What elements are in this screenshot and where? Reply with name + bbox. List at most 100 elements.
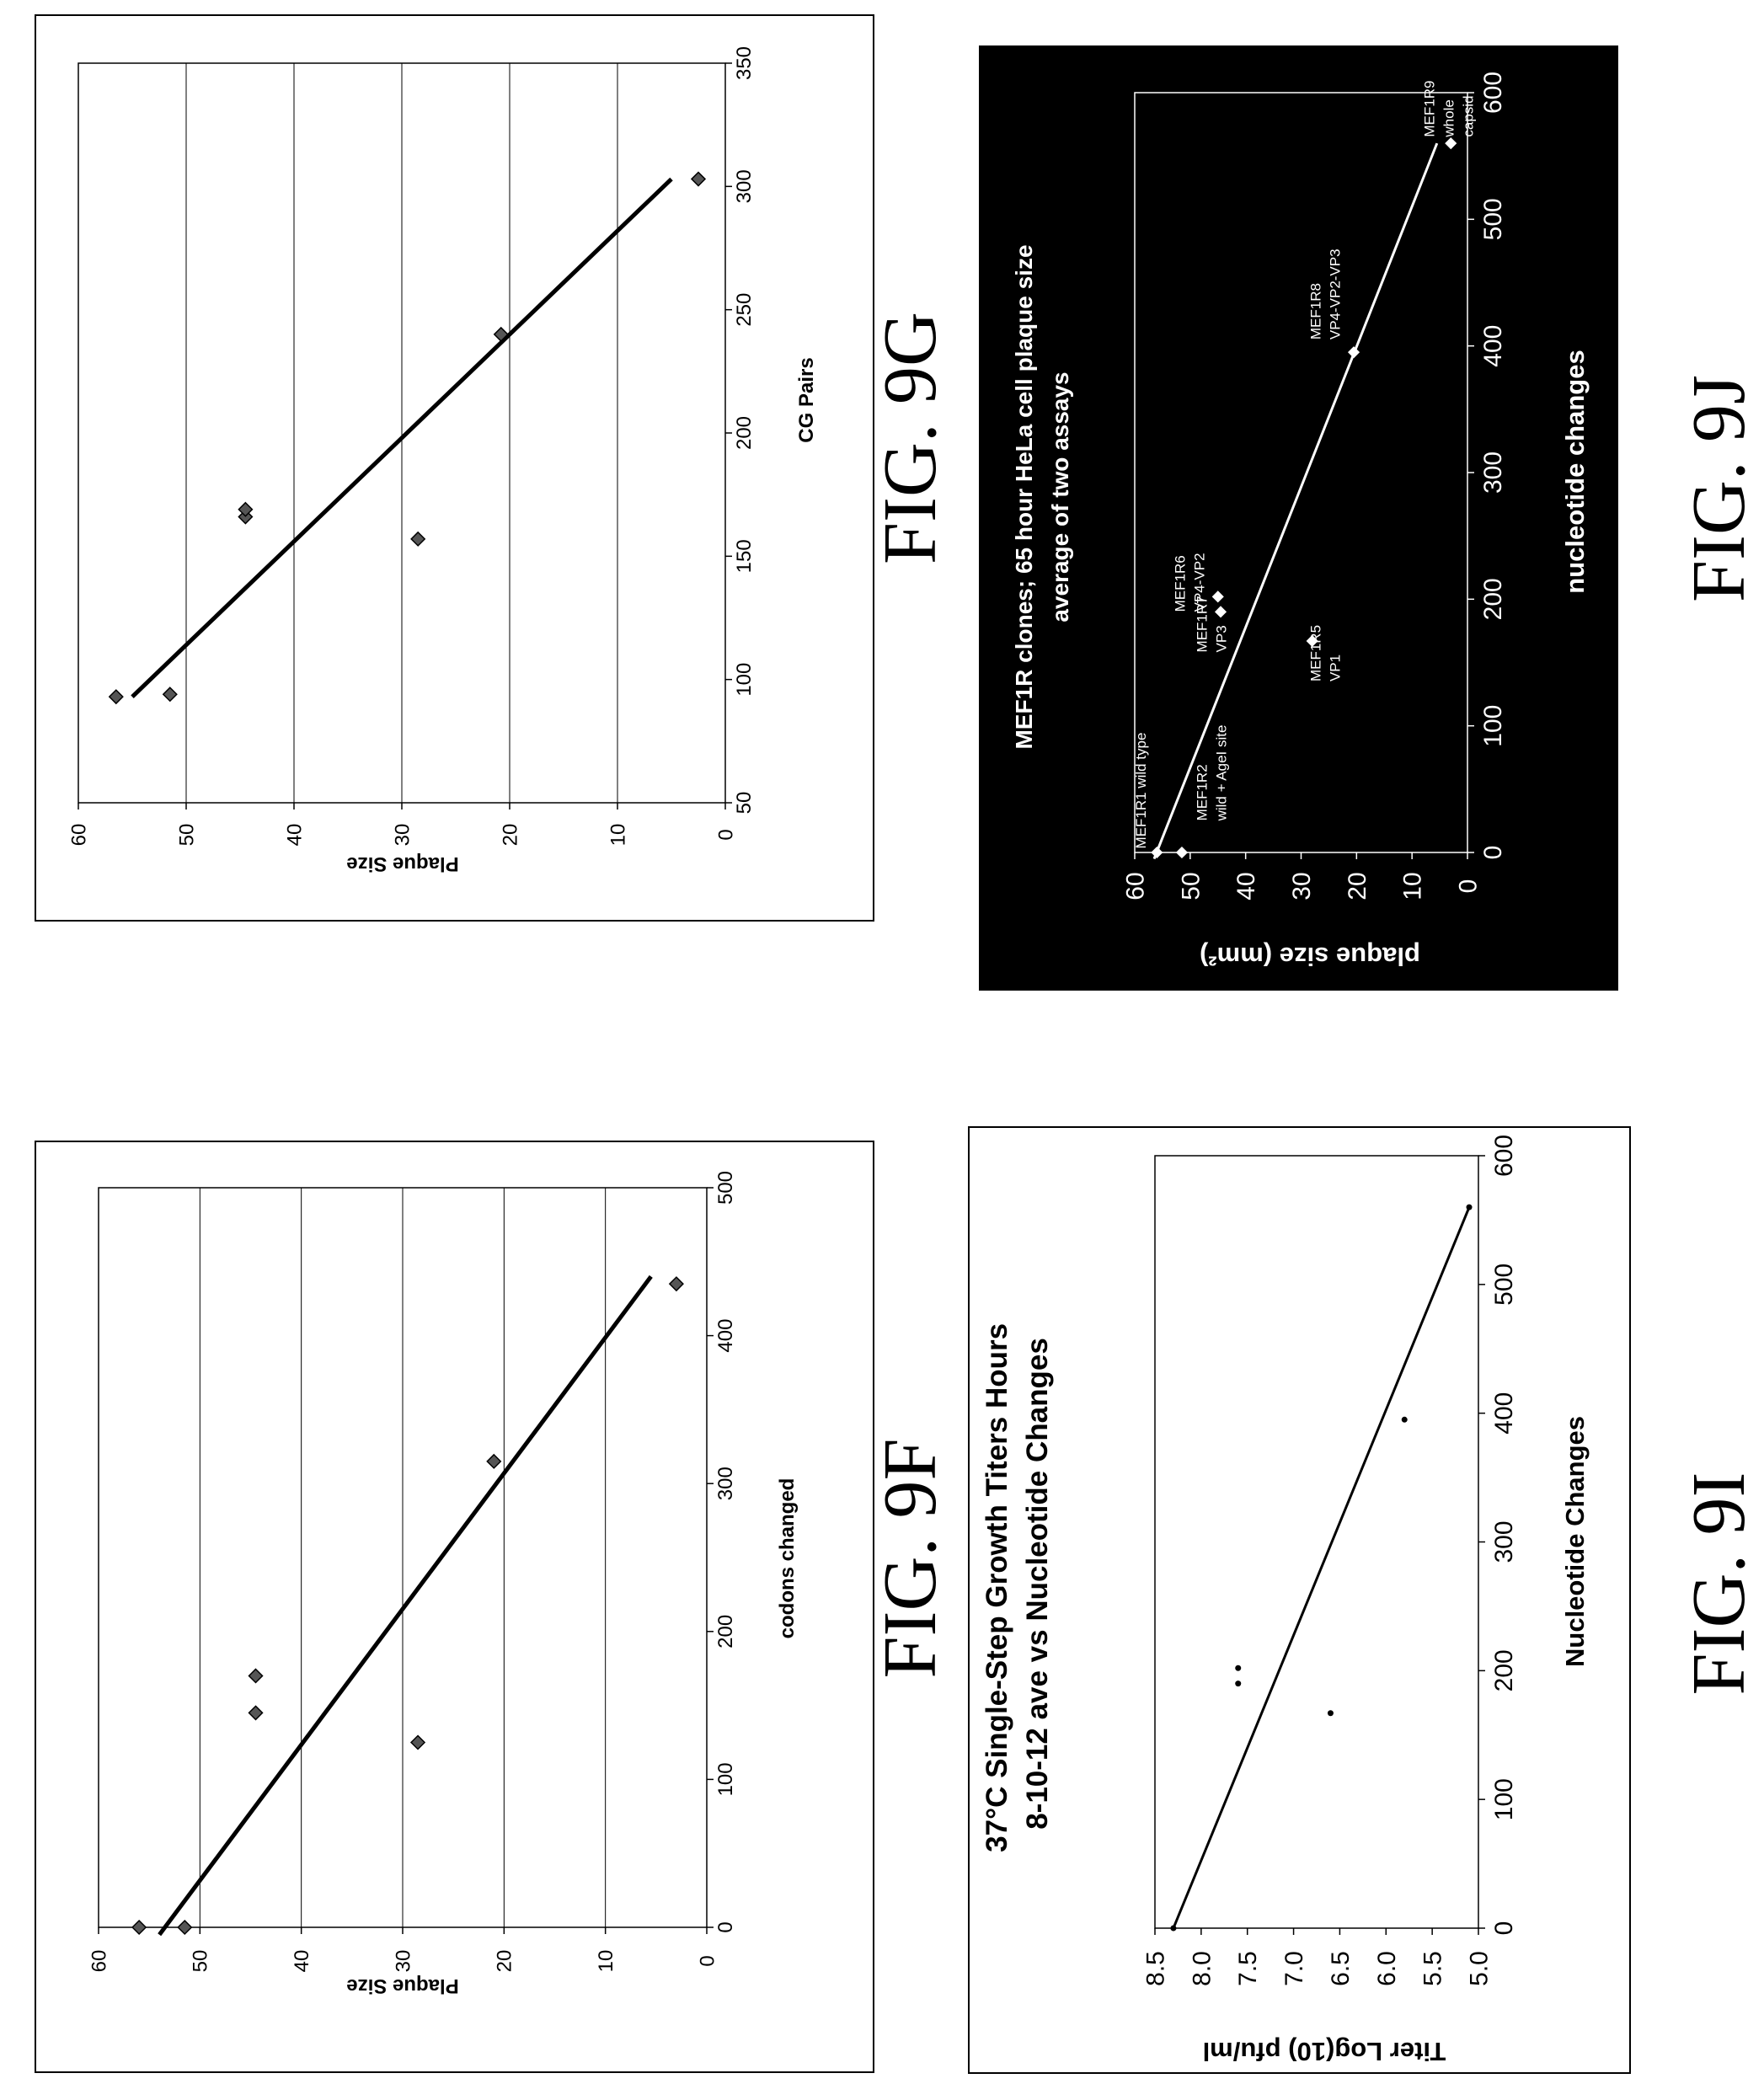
fig-9f-x-tick-label: 400: [714, 1319, 737, 1353]
fig-9j-annotation: VP4-VP2: [1191, 553, 1207, 612]
fig-9j-trendline-group: [1152, 142, 1439, 860]
fig-9f-points: [131, 1276, 684, 1936]
fig-9f-gridlines: [199, 1188, 607, 1927]
fig-9f-x-tick-label: 500: [714, 1171, 737, 1205]
fig-9j-x-tick-label: 200: [1479, 578, 1507, 620]
fig-9i-title-line-2: 8-10-12 ave vs Nucleotide Changes: [1021, 1338, 1054, 1830]
fig-9g-trendline: [131, 177, 673, 698]
fig-9j-annotation: VP1: [1328, 655, 1344, 681]
fig-9j-title: MEF1R clones; 65 hour HeLa cell plaque s…: [1011, 244, 1037, 749]
fig-9i-x-ticks: 0 100 200 300 400 500 600: [1478, 1135, 1518, 1935]
fig-9g-y-tick-label: 60: [67, 824, 90, 847]
fig-9f-data-point: [177, 1919, 193, 1936]
fig-9j-x-tick-label: 100: [1479, 705, 1507, 747]
fig-9f-caption: FIG. 9F: [869, 1438, 952, 1678]
fig-9g-y-tick-label: 40: [283, 824, 306, 847]
fig-9j-x-tick-label: 600: [1479, 72, 1507, 114]
fig-9i-x-tick-label: 600: [1490, 1135, 1518, 1177]
fig-9g-data-point: [162, 687, 178, 703]
fig-9i-x-tick-label: 200: [1490, 1649, 1518, 1691]
fig-9g-x-tick-label: 100: [733, 663, 756, 697]
fig-9g-chart: 50 100 150 200 250 300 350 0 10 20 30 40 50 60 CG Pa…: [35, 14, 952, 922]
fig-9j-annotation: MEF1R8: [1308, 283, 1324, 339]
fig-9g-data-point: [108, 689, 124, 705]
fig-9j-x-label: nucleotide changes: [1560, 350, 1590, 593]
fig-9f-x-tick-label: 300: [714, 1467, 737, 1500]
fig-9i-title: 37°C Single-Step Growth Titers Hours 8-1…: [981, 1315, 1054, 1852]
fig-9j-annotation: MEF1R1 wild type: [1133, 733, 1149, 849]
fig-9g-y-label: Plaque Size: [346, 852, 458, 875]
fig-9j-annotation: MEF1R7: [1195, 596, 1211, 652]
fig-9i-data-point: [1466, 1204, 1473, 1210]
fig-9i-frame: [968, 1126, 1631, 2074]
fig-9g-y-tick-label: 0: [714, 829, 737, 840]
fig-9i-y-tick-label: 7.5: [1234, 1951, 1262, 1986]
fig-9i-data-point: [1170, 1925, 1177, 1932]
fig-9j-background: [979, 45, 1618, 991]
fig-9i-x-label: Nucleotide Changes: [1560, 1416, 1590, 1667]
fig-9j-annotations: MEF1R1 wild type MEF1R2 wild + AgeI site ME…: [1133, 81, 1476, 849]
fig-9g-caption: FIG. 9G: [869, 312, 952, 564]
fig-9f-y-tick-label: 60: [88, 1950, 110, 1973]
fig-9j-data-point: [1211, 590, 1224, 603]
fig-9j-trendline: [1152, 142, 1439, 860]
fig-9i-x-tick-label: 0: [1490, 1921, 1518, 1936]
fig-9i-y-tick-label: 7.0: [1280, 1951, 1308, 1986]
fig-9j-data-point: [1347, 346, 1360, 359]
fig-9i-y-tick-label: 5.0: [1466, 1951, 1494, 1986]
fig-9j-data-point: [1306, 634, 1318, 648]
fig-9f-trendline: [158, 1274, 653, 1937]
fig-9f-x-tick-label: 200: [714, 1615, 737, 1648]
fig-9f-data-point: [668, 1276, 684, 1292]
fig-9i-x-tick-label: 500: [1490, 1264, 1518, 1306]
fig-9g-y-tick-label: 10: [607, 824, 629, 847]
fig-9j-data-point: [1175, 846, 1189, 859]
fig-9i-x-tick-label: 400: [1490, 1392, 1518, 1435]
fig-9j-points: [1151, 137, 1457, 859]
fig-9f-y-label: Plaque Size: [346, 1974, 458, 1997]
fig-9i-trendline: [1172, 1206, 1471, 1929]
fig-9i-y-tick-label: 5.5: [1419, 1951, 1447, 1986]
fig-9g-x-tick-label: 200: [733, 416, 756, 450]
fig-9f-x-tick-label: 100: [714, 1762, 737, 1796]
fig-9j-y-tick-label: 30: [1288, 872, 1316, 900]
fig-9g-y-tick-label: 30: [391, 824, 414, 847]
fig-9j-subtitle: average of two assays: [1047, 371, 1073, 622]
fig-9g-data-point: [238, 501, 254, 517]
fig-9j-chart: MEF1R1 wild type MEF1R2 wild + AgeI site ME…: [979, 45, 1761, 991]
fig-9f-y-ticks: 0 10 20 30 40 50 60: [88, 1927, 719, 1972]
fig-9i-data-point: [1235, 1681, 1242, 1687]
fig-9i-y-tick-label: 6.0: [1373, 1951, 1401, 1986]
fig-9j-x-tick-label: 300: [1479, 452, 1507, 494]
fig-9f-y-tick-label: 40: [291, 1950, 313, 1973]
fig-9j-y-tick-label: 10: [1399, 872, 1427, 900]
fig-9j-annotation: capsid: [1461, 95, 1477, 136]
fig-9j-y-ticks: 0 10 20 30 40 50 60: [1122, 852, 1483, 900]
fig-9j-y-tick-label: 0: [1455, 879, 1483, 894]
fig-9f-trendline-group: [158, 1274, 653, 1937]
fig-9j-data-point: [1445, 137, 1457, 150]
fig-9j-y-tick-label: 60: [1122, 872, 1150, 900]
fig-9j-y-tick-label: 40: [1232, 872, 1260, 900]
fig-9j-x-tick-label: 400: [1479, 325, 1507, 367]
fig-9g-points: [108, 171, 707, 705]
fig-9g-trendline-group: [131, 177, 673, 698]
fig-9f-data-point: [409, 1734, 426, 1750]
fig-9i-points: [1170, 1204, 1473, 1932]
fig-9j-x-ticks: 0 100 200 300 400 500 600: [1467, 72, 1507, 859]
fig-9j-x-tick-label: 500: [1479, 198, 1507, 240]
fig-9f-y-tick-label: 50: [190, 1950, 212, 1973]
fig-9g-gridlines: [185, 63, 618, 803]
fig-9j-annotation: MEF1R5: [1308, 625, 1324, 681]
fig-9g-y-tick-label: 20: [499, 824, 521, 847]
fig-9f-data-point: [248, 1668, 264, 1684]
fig-9j-annotation: VP4-VP2-VP3: [1328, 248, 1344, 339]
fig-9i-x-tick-label: 300: [1490, 1520, 1518, 1563]
fig-9i-chart: 0 100 200 300 400 500 600 5.0 5.5 6.0 6.5 7.0 7.5 8.…: [968, 1126, 1761, 2074]
fig-9g-x-tick-label: 300: [733, 169, 756, 203]
fig-9g-data-point: [410, 531, 426, 547]
fig-9j-data-point: [1214, 606, 1227, 618]
fig-9f-y-tick-label: 30: [392, 1950, 414, 1973]
fig-9j-y-label: plaque size (mm²): [1200, 942, 1420, 971]
